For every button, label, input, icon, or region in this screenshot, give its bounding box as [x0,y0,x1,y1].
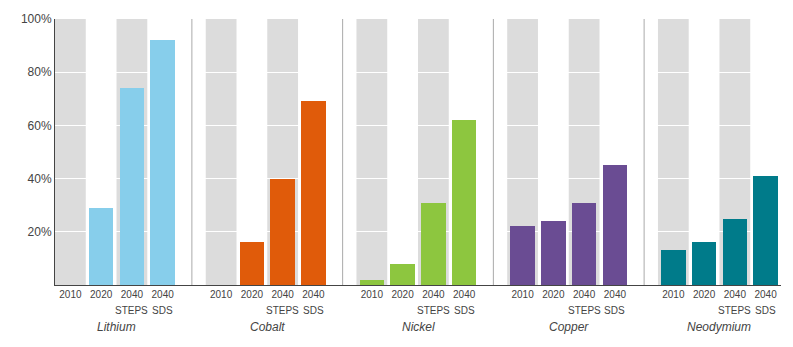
svg-text:2040: 2040 [724,289,747,300]
svg-text:2040: 2040 [453,289,476,300]
svg-text:Cobalt: Cobalt [250,320,285,334]
svg-text:Neodymium: Neodymium [687,320,751,334]
svg-text:STEPS: STEPS [417,305,450,316]
svg-text:SDS: SDS [604,305,625,316]
svg-text:2040: 2040 [604,289,627,300]
svg-text:SDS: SDS [755,305,776,316]
svg-text:STEPS: STEPS [718,305,751,316]
svg-text:2040: 2040 [754,289,777,300]
svg-text:2020: 2020 [542,289,565,300]
svg-text:Copper: Copper [549,320,589,334]
svg-text:40%: 40% [28,172,52,186]
svg-text:2010: 2010 [361,289,384,300]
svg-text:2040: 2040 [272,289,295,300]
svg-text:SDS: SDS [303,305,324,316]
svg-text:STEPS: STEPS [568,305,601,316]
svg-text:2040: 2040 [302,289,325,300]
svg-text:80%: 80% [28,65,52,79]
svg-text:2040: 2040 [121,289,144,300]
svg-text:2040: 2040 [573,289,596,300]
svg-text:2040: 2040 [422,289,445,300]
svg-text:2010: 2010 [59,289,82,300]
svg-text:2020: 2020 [391,289,414,300]
svg-text:STEPS: STEPS [115,305,148,316]
svg-text:SDS: SDS [152,305,173,316]
svg-text:SDS: SDS [454,305,475,316]
svg-text:STEPS: STEPS [266,305,299,316]
svg-text:20%: 20% [28,225,52,239]
svg-text:100%: 100% [21,12,52,26]
svg-text:Lithium: Lithium [97,320,136,334]
svg-text:2010: 2010 [511,289,534,300]
svg-text:2020: 2020 [693,289,716,300]
svg-text:2040: 2040 [152,289,175,300]
svg-text:2020: 2020 [90,289,113,300]
svg-text:2010: 2010 [662,289,685,300]
svg-text:60%: 60% [28,119,52,133]
svg-text:Nickel: Nickel [402,320,435,334]
svg-text:2010: 2010 [210,289,233,300]
svg-text:2020: 2020 [241,289,264,300]
